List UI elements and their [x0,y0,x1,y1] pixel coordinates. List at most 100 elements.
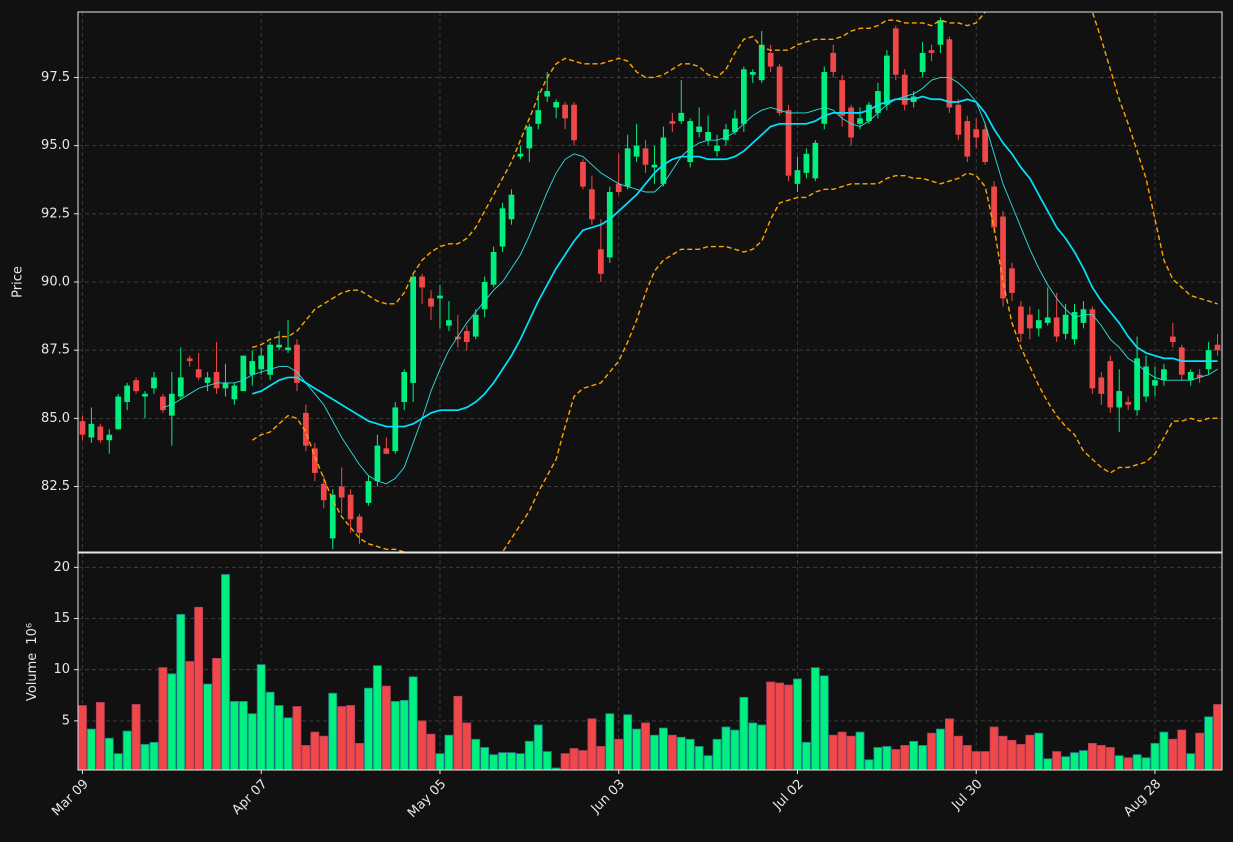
volume-bar [292,706,302,771]
volume-bar [256,664,266,771]
volume-bar [381,685,391,771]
volume-bar [846,735,856,771]
volume-bar [721,726,731,771]
candle-body [767,52,774,67]
volume-bar [426,733,436,771]
candle-body [589,189,595,220]
volume-bar [614,738,624,771]
candle-body [696,126,703,132]
volume-bar [748,722,758,771]
volume-bar [1034,732,1044,771]
candle-body [437,295,443,299]
overlay-line [252,95,1218,428]
candle-body [1187,372,1194,381]
candle-body [740,69,747,124]
candle-body [964,121,971,157]
volume-bar [515,753,525,771]
candle-body [276,344,282,348]
volume-bar [524,740,534,771]
volume-bar [1105,747,1115,771]
candle-body [892,28,899,75]
volume-bar [480,747,490,771]
candle-body [955,104,962,135]
volume-bar [471,738,481,771]
candle-body [231,385,238,400]
volume-bar [810,667,820,771]
candle-body [1009,268,1015,293]
candle-body [186,358,193,362]
candle-body [946,39,953,108]
volume-bar [408,676,418,771]
price-frame [77,11,1223,553]
overlay-line [252,12,1218,349]
volume-bar [1016,744,1026,771]
volume-bar [122,730,132,771]
volume-bar [989,726,999,771]
candle-body [901,74,908,105]
volume-bar [372,665,382,771]
candle-body [1125,402,1132,405]
volume-bar [364,687,373,771]
candle-body [544,91,551,97]
volume-bar [167,673,177,771]
candle-body [1196,374,1203,378]
candle-body [1053,317,1060,337]
candle-body [553,102,560,108]
candle-body [374,445,381,482]
volume-bar [86,728,96,771]
candle-body [1134,358,1140,411]
volume-bar [149,741,159,771]
candle-body [732,118,738,132]
candle-body [79,421,86,435]
volume-bar [694,746,704,771]
volume-bar [310,731,320,771]
candle-body [821,72,828,124]
volume-bar [1168,738,1178,771]
candle-body [392,407,399,452]
candle-body [535,110,542,124]
volume-bar [346,705,356,771]
volume-bar [283,717,293,771]
candle-body [991,186,997,228]
volume-bar [221,574,230,771]
volume-bar [739,696,749,771]
candle-body [651,164,658,168]
volume-bar [918,745,928,771]
candle-body [883,55,890,105]
candle-body [714,145,720,152]
candle-body [615,183,622,192]
candle-body [106,434,113,441]
candle-body [928,50,935,53]
candle-body [1169,336,1176,342]
volume-bar [337,706,347,771]
volume-bar [507,752,516,771]
candle-body [320,483,327,501]
volume-bar [587,718,597,771]
candle-body [222,382,229,389]
volume-bar [784,684,793,771]
volume-bar [399,699,409,771]
candle-body [1000,216,1006,299]
candle-body [758,44,765,81]
candle-body [365,481,372,503]
volume-bar [1186,753,1196,771]
volume-bar [1177,729,1187,771]
volume-bar [1043,758,1053,771]
y-tick-label: 85.0 [41,411,70,426]
volume-bar [194,606,204,771]
candle-body [213,372,220,389]
volume-bar [980,751,990,771]
volume-bar [203,683,213,771]
candle-body [329,494,336,539]
overlay-line [251,172,1218,552]
candle-body [311,448,318,473]
candle-body [660,137,667,184]
volume-bar [962,745,972,771]
volume-bar [1150,742,1160,771]
candle-body [124,385,131,402]
candle-body [410,276,417,383]
candle-body [606,192,613,258]
candle-body [446,320,452,326]
volume-bar [757,724,767,771]
candle-body [97,426,104,441]
